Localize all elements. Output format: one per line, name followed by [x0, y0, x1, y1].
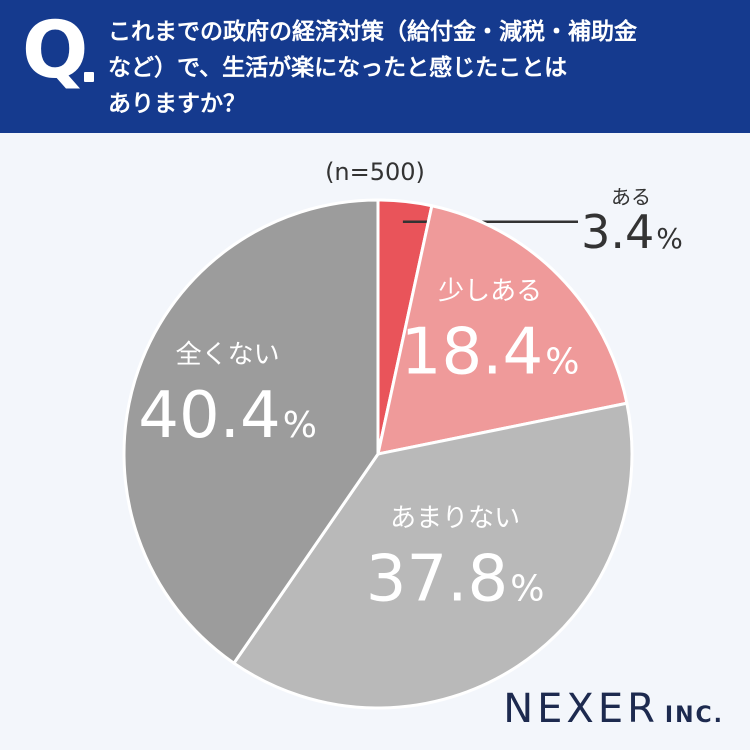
question-header: Q これまでの政府の経済対策（給付金・減税・補助金 など）で、生活が楽になったと… — [0, 0, 750, 133]
slice-value-number-3: 40.4 — [138, 379, 281, 453]
question-text: これまでの政府の経済対策（給付金・減税・補助金 など）で、生活が楽になったと感じ… — [108, 14, 738, 122]
sample-size: (n=500) — [325, 158, 425, 186]
slice-value-unit-1: % — [545, 341, 579, 382]
slice-value-unit-0: % — [656, 222, 683, 255]
question-line-2: など）で、生活が楽になったと感じたことは — [108, 55, 568, 81]
slice-label-0: ある — [611, 185, 651, 209]
slice-value-0: 3.4% — [581, 205, 683, 259]
pie-slice-3 — [122, 198, 380, 665]
slice-value-number-0: 3.4 — [581, 205, 654, 259]
slice-value-3: 40.4% — [138, 379, 317, 453]
q-mark: Q — [22, 6, 89, 96]
pie-slice-1 — [376, 204, 629, 456]
pie-slice-2 — [232, 401, 634, 710]
q-dot — [84, 72, 94, 82]
slice-label-1: 少しある — [438, 276, 542, 306]
slice-label-2: あまりない — [390, 504, 520, 534]
slice-label-3: 全くない — [176, 340, 280, 370]
nexer-logo: NEXER INC. — [503, 686, 724, 732]
logo-name: NEXER — [503, 686, 659, 732]
slice-value-unit-3: % — [283, 405, 317, 446]
slice-value-number-2: 37.8 — [366, 543, 509, 617]
slice-value-number-1: 18.4 — [401, 315, 544, 389]
question-line-3: ありますか？ — [108, 91, 246, 117]
slice-value-unit-2: % — [510, 569, 544, 610]
logo-suffix: INC. — [664, 703, 724, 728]
slice-value-2: 37.8% — [366, 543, 545, 617]
slice-value-1: 18.4% — [401, 315, 580, 389]
question-line-1: これまでの政府の経済対策（給付金・減税・補助金 — [108, 19, 637, 45]
